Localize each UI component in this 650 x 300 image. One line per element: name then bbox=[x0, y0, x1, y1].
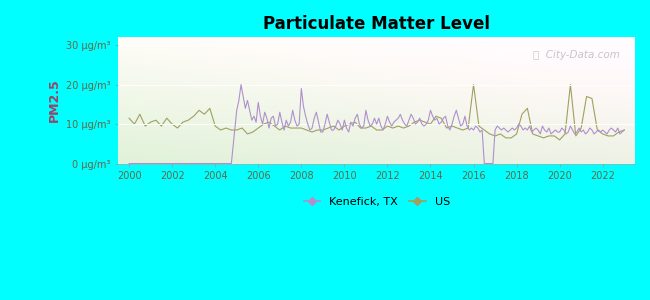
Y-axis label: PM2.5: PM2.5 bbox=[47, 79, 60, 122]
Text: ⓘ  City-Data.com: ⓘ City-Data.com bbox=[532, 50, 619, 60]
Legend: Kenefick, TX, US: Kenefick, TX, US bbox=[299, 192, 454, 211]
Title: Particulate Matter Level: Particulate Matter Level bbox=[263, 15, 490, 33]
